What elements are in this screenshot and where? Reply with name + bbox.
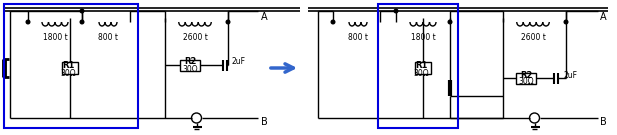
Text: 30Ω: 30Ω [60, 68, 76, 77]
Text: R1: R1 [62, 62, 74, 70]
Text: 2uF: 2uF [563, 70, 577, 80]
Text: 1800 t: 1800 t [43, 33, 67, 42]
Text: 2600 t: 2600 t [183, 33, 207, 42]
Circle shape [448, 20, 452, 24]
Text: 800 t: 800 t [98, 33, 118, 42]
Text: A: A [600, 12, 607, 22]
Text: R2: R2 [520, 70, 532, 80]
Text: 30Ω: 30Ω [413, 68, 429, 77]
Bar [415, 62, 431, 74]
Text: 2600 t: 2600 t [521, 33, 545, 42]
Circle shape [80, 20, 84, 24]
Bar [4, 4, 138, 128]
Bar [180, 60, 200, 70]
Bar [516, 72, 536, 84]
Circle shape [226, 20, 230, 24]
Circle shape [80, 9, 84, 13]
Circle shape [26, 20, 30, 24]
Circle shape [394, 9, 398, 13]
Text: B: B [600, 117, 607, 127]
Text: R2: R2 [184, 58, 196, 67]
Circle shape [564, 20, 568, 24]
Text: B: B [261, 117, 268, 127]
Text: 800 t: 800 t [348, 33, 368, 42]
Bar [378, 4, 458, 128]
Text: 1800 t: 1800 t [411, 33, 436, 42]
Text: 30Ω: 30Ω [182, 65, 198, 73]
Text: A: A [261, 12, 268, 22]
Text: 2uF: 2uF [232, 58, 246, 67]
Text: R1: R1 [415, 62, 427, 70]
Circle shape [331, 20, 335, 24]
Text: 30Ω: 30Ω [518, 77, 534, 87]
Bar [62, 62, 78, 74]
